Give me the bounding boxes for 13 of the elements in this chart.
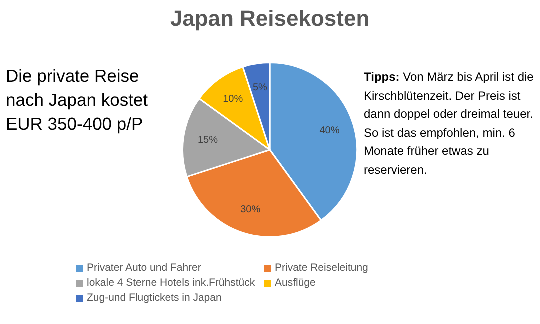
text: Tipps: Von März bis April ist die Kirschblütenzeit. Der Preis ist dann doppel oder dreimal teuer. So ist das empfohlen, min. 6 Monate früher etwas zu reservieren. bbox=[364, 69, 535, 178]
data-label: 40% bbox=[320, 125, 340, 136]
data-label: 5% bbox=[252, 82, 268, 94]
data-label: 10% bbox=[223, 94, 244, 105]
text: Die private Reise nach Japan kostet EUR 350-400 p/P bbox=[6, 65, 150, 136]
legend-label: Privater Auto und Fahrer bbox=[87, 262, 202, 274]
data-label: 15% bbox=[198, 134, 218, 146]
data-label: 30% bbox=[240, 204, 261, 216]
chart-title: Japan Reisekosten bbox=[169, 6, 371, 32]
legend-label: Zug-und Flugtickets in Japan bbox=[87, 292, 222, 304]
legend-label: Private Reiseleitung bbox=[275, 262, 368, 274]
legend-label: Ausflüge bbox=[275, 277, 316, 289]
legend-label: lokale 4 Sterne Hotels ink.Frühstück bbox=[87, 277, 256, 289]
